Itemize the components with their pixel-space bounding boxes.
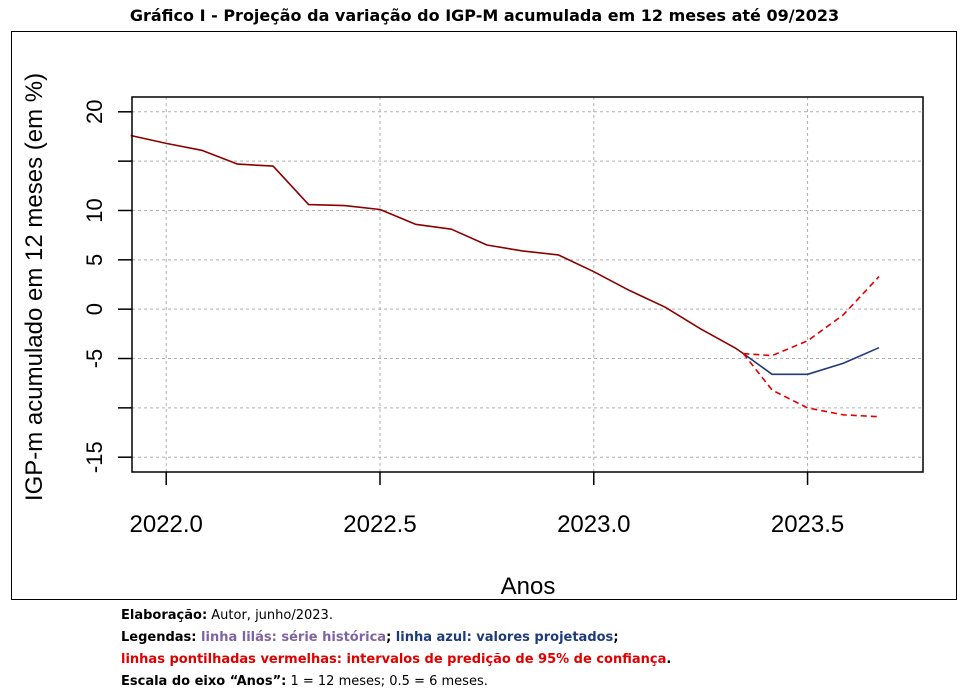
y-tick-label: 5 — [82, 254, 107, 266]
y-tick-label: 0 — [82, 303, 107, 315]
x-tick-label: 2022.5 — [343, 511, 416, 538]
figure-notes: Elaboração: Autor, junho/2023. Legendas:… — [121, 605, 671, 693]
y-tick-label: 10 — [82, 198, 107, 222]
line-chart: -15 -5 0 5 10 20 2022.0 2022.5 2023.0 2023.5 Anos… — [21, 73, 924, 600]
legend-end: ; — [613, 630, 619, 645]
source-text: Autor, junho/2023. — [207, 608, 333, 623]
y-tick-label: -15 — [82, 441, 107, 473]
notes-legend: Legendas: linha lilás: série histórica; … — [121, 627, 671, 649]
series-line-3 — [742, 353, 880, 418]
x-axis-label: Anos — [501, 573, 556, 600]
x-tick-label: 2022.0 — [130, 511, 203, 538]
legend-sep: ; — [386, 630, 396, 645]
series-line-1 — [742, 346, 880, 376]
y-tick-label: 20 — [82, 100, 107, 124]
notes-intervals: linhas pontilhadas vermelhas: intervalos… — [121, 649, 671, 671]
x-tick-label: 2023.0 — [557, 511, 630, 538]
plot-area-border — [131, 96, 924, 473]
legend-intervals-end: . — [666, 652, 672, 667]
legend-projected: linha azul: valores projetados — [395, 630, 614, 645]
scale-text: 1 = 12 meses; 0.5 = 6 meses. — [286, 674, 488, 689]
axes: -15 -5 0 5 10 20 2022.0 2022.5 2023.0 2023.5 — [82, 100, 844, 538]
legend-intervals: linhas pontilhadas vermelhas: intervalos… — [121, 652, 667, 667]
notes-source: Elaboração: Autor, junho/2023. — [121, 605, 671, 627]
legend-label: Legendas: — [121, 630, 202, 645]
series-lines — [130, 134, 880, 418]
x-tick-label: 2023.5 — [771, 511, 844, 538]
notes-scale: Escala do eixo “Anos”: 1 = 12 meses; 0.5… — [121, 671, 671, 693]
y-axis-label: IGP-m acumulado em 12 meses (em %) — [21, 73, 48, 501]
grid-lines — [132, 97, 923, 472]
y-tick-label: -5 — [82, 349, 107, 369]
series-line-0 — [130, 134, 744, 355]
chart-frame — [11, 31, 957, 600]
source-label: Elaboração: — [121, 608, 208, 623]
figure-title: Gráfico I - Projeção da variação do IGP-… — [129, 6, 840, 25]
legend-historical: linha lilás: série histórica — [201, 630, 387, 645]
scale-label: Escala do eixo “Anos”: — [121, 674, 287, 689]
series-line-2 — [743, 276, 880, 357]
